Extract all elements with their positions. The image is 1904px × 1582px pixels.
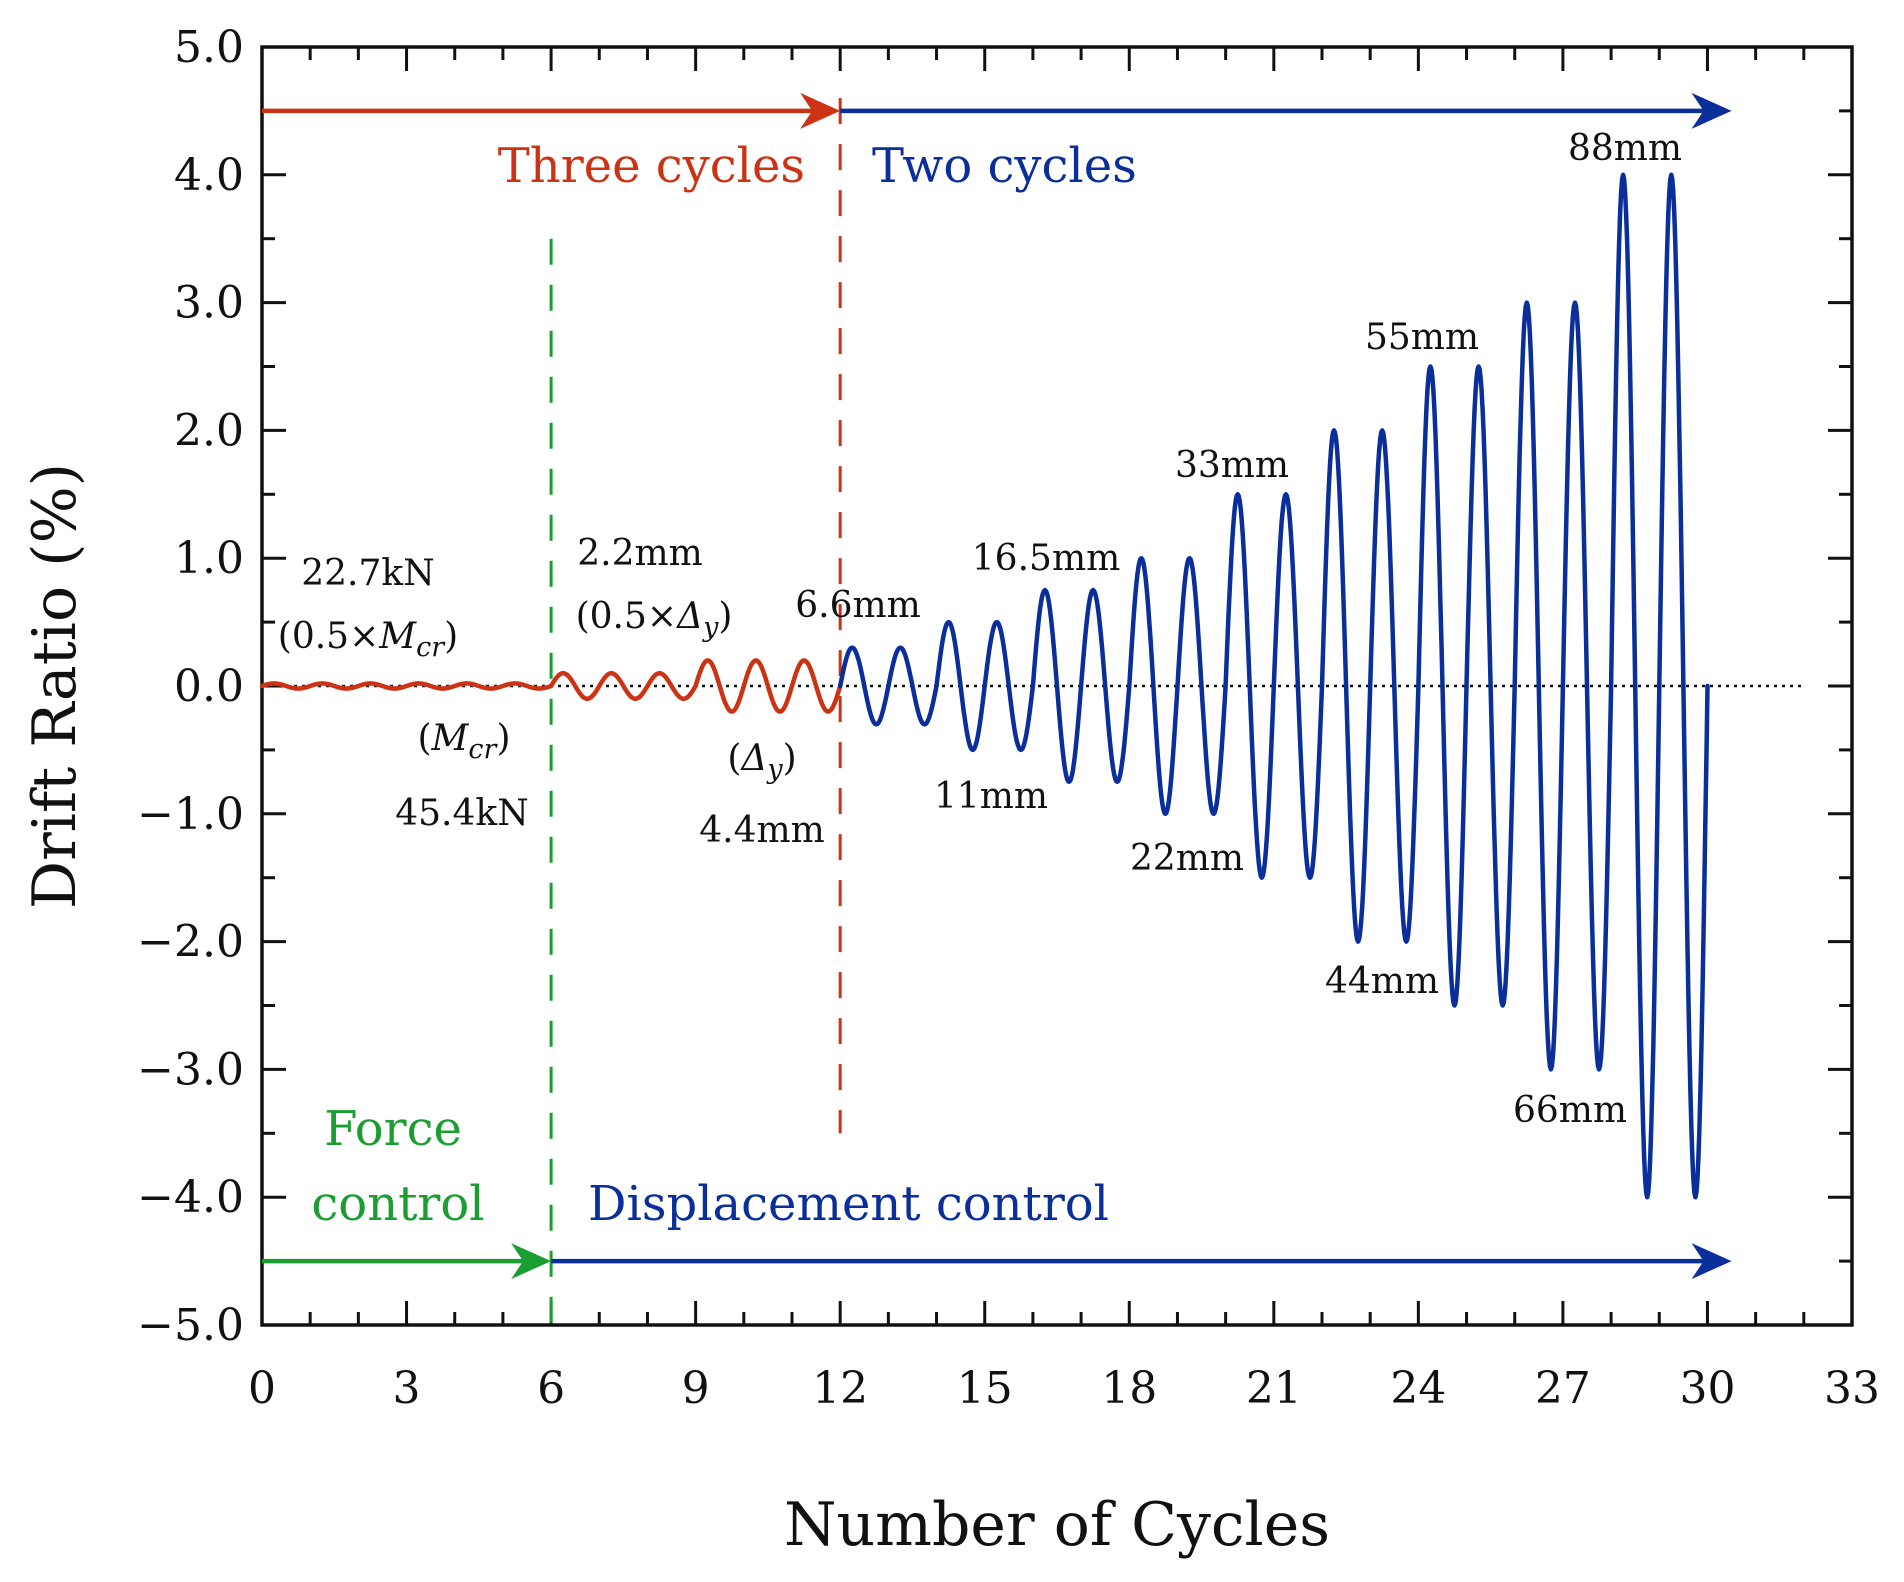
annotation-4-4mm: 4.4mm — [699, 810, 825, 851]
half-dy-symbol: Δ — [675, 596, 703, 637]
annotation-22-7kn: 22.7kN — [301, 553, 434, 594]
annotation-16-5mm: 16.5mm — [972, 538, 1120, 579]
annotation-45-4kn: 45.4kN — [395, 793, 528, 834]
y-tick-label: −1.0 — [137, 789, 244, 840]
half-dy-prefix: (0.5× — [576, 596, 677, 637]
annotation-88mm: 88mm — [1568, 128, 1682, 169]
annotation-55mm: 55mm — [1365, 317, 1479, 358]
x-tick-label: 27 — [1535, 1363, 1591, 1414]
annotation-44mm: 44mm — [1325, 961, 1439, 1002]
y-tick-label: −4.0 — [137, 1172, 244, 1223]
displacement-control-arrow-head — [1691, 1243, 1732, 1280]
annotation-mcr: (Mcr) — [418, 718, 511, 765]
annotation-half-mcr: (0.5×Mcr) — [278, 616, 458, 663]
axis-tick-labels: 0 3 6 9 12 15 18 21 24 27 30 33 5.0 4.0 3.0 2.0 1.0 0.0 −1… — [137, 22, 1880, 1414]
x-tick-label: 24 — [1390, 1363, 1446, 1414]
y-axis-title: Drift Ratio (%) — [20, 463, 90, 909]
mcr-open: ( — [418, 718, 432, 759]
y-tick-label: −3.0 — [137, 1044, 244, 1095]
control-label: control — [311, 1176, 484, 1232]
y-tick-label: 0.0 — [174, 661, 244, 712]
dy-subscript: y — [766, 754, 783, 785]
displacement-control-label: Displacement control — [588, 1176, 1109, 1232]
annotation-dy: (Δy) — [727, 738, 796, 785]
y-tick-label: 5.0 — [174, 22, 244, 73]
x-tick-label: 9 — [682, 1363, 710, 1414]
dy-close: ) — [783, 738, 797, 779]
x-tick-label: 0 — [248, 1363, 276, 1414]
x-tick-label: 6 — [537, 1363, 565, 1414]
annotation-11mm: 11mm — [934, 776, 1048, 817]
x-tick-label: 18 — [1101, 1363, 1157, 1414]
half-dy-close: ) — [718, 596, 732, 637]
mcr-close: ) — [496, 718, 510, 759]
y-tick-label: 3.0 — [174, 278, 244, 329]
mcr-subscript: cr — [468, 734, 498, 765]
annotation-22mm: 22mm — [1130, 838, 1244, 879]
two-cycles-label: Two cycles — [872, 138, 1137, 194]
half-mcr-prefix: (0.5× — [278, 616, 379, 657]
x-tick-label: 3 — [393, 1363, 421, 1414]
series-line — [548, 658, 843, 714]
series-line — [259, 681, 554, 691]
half-dy-subscript: y — [702, 612, 719, 643]
annotation-33mm: 33mm — [1175, 445, 1289, 486]
three-cycles-arrow-head — [800, 92, 841, 129]
y-tick-label: 1.0 — [174, 533, 244, 584]
x-tick-label: 12 — [812, 1363, 868, 1414]
force-control-arrow-head — [511, 1243, 552, 1280]
y-tick-label: −2.0 — [137, 917, 244, 968]
mcr-symbol: M — [431, 718, 470, 759]
loading-history-series — [259, 172, 1710, 1200]
annotation-2-2mm: 2.2mm — [577, 533, 703, 574]
phase-arrows — [262, 92, 1732, 1280]
half-mcr-subscript: cr — [416, 632, 446, 663]
y-tick-label: −5.0 — [137, 1300, 244, 1351]
half-mcr-symbol: M — [378, 616, 417, 657]
y-tick-label: 2.0 — [174, 405, 244, 456]
annotation-66mm: 66mm — [1513, 1090, 1627, 1131]
x-axis-title: Number of Cycles — [784, 1490, 1330, 1560]
x-tick-label: 30 — [1679, 1363, 1735, 1414]
force-label: Force — [324, 1101, 462, 1157]
annotation-half-dy: (0.5×Δy) — [576, 596, 733, 643]
dy-symbol: Δ — [739, 738, 767, 779]
phase-dividers — [549, 98, 842, 1325]
half-mcr-close: ) — [444, 616, 458, 657]
three-cycles-label: Three cycles — [498, 138, 805, 194]
two-cycles-arrow-head — [1691, 92, 1732, 129]
y-tick-label: 4.0 — [174, 150, 244, 201]
x-tick-label: 33 — [1824, 1363, 1880, 1414]
dy-open: ( — [727, 738, 741, 779]
series-line — [837, 172, 1710, 1200]
x-tick-label: 15 — [957, 1363, 1013, 1414]
annotation-6-6mm: 6.6mm — [795, 585, 921, 626]
x-tick-label: 21 — [1246, 1363, 1302, 1414]
